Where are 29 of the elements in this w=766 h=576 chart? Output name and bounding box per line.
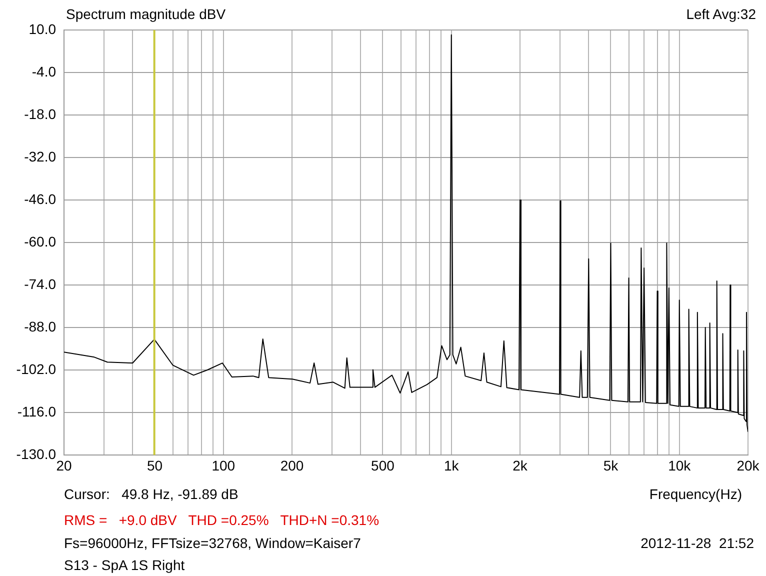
y-tick-label: -32.0 [24,148,56,164]
x-tick-label: 100 [212,457,236,474]
text: RMS = +9.0 dBV THD =0.25% THD+N =0.31% [64,512,380,528]
chart-title: Spectrum magnitude dBV [66,6,226,22]
x-tick-label: 20k [736,457,760,474]
y-tick-label: -4.0 [32,63,56,80]
y-tick-label: -74.0 [24,276,56,292]
x-tick-label: 1k [444,457,460,474]
x-tick-label: 2k [512,457,528,474]
y-tick-label: 10.0 [28,20,56,37]
x-tick-label: 20 [56,457,72,474]
x-axis-title: Frequency(Hz) [649,486,742,502]
x-tick-label: 10k [668,457,692,474]
text: Fs=96000Hz, FFTsize=32768, Window=Kaiser7 [64,535,361,551]
text: Cursor: 49.8 Hz, -91.89 dB [64,486,238,502]
text: 2012-11-28 21:52 [640,535,754,551]
y-tick-label: -88.0 [24,318,56,334]
text: Left Avg:32 [686,6,756,22]
y-tick-label: -116.0 [17,403,56,420]
y-tick-label: -130.0 [16,446,56,462]
y-tick-label: -18.0 [24,106,56,122]
text: S13 - SpA 1S Right [64,557,185,573]
x-tick-label: 50 [146,457,163,474]
x-tick-label: 200 [280,457,304,474]
y-tick-label: -102.0 [16,360,56,377]
y-tick-label: -60.0 [24,233,56,250]
x-tick-label: 5k [603,457,620,474]
x-tick-label: 500 [371,457,395,474]
y-tick-label: -46.0 [24,190,56,207]
